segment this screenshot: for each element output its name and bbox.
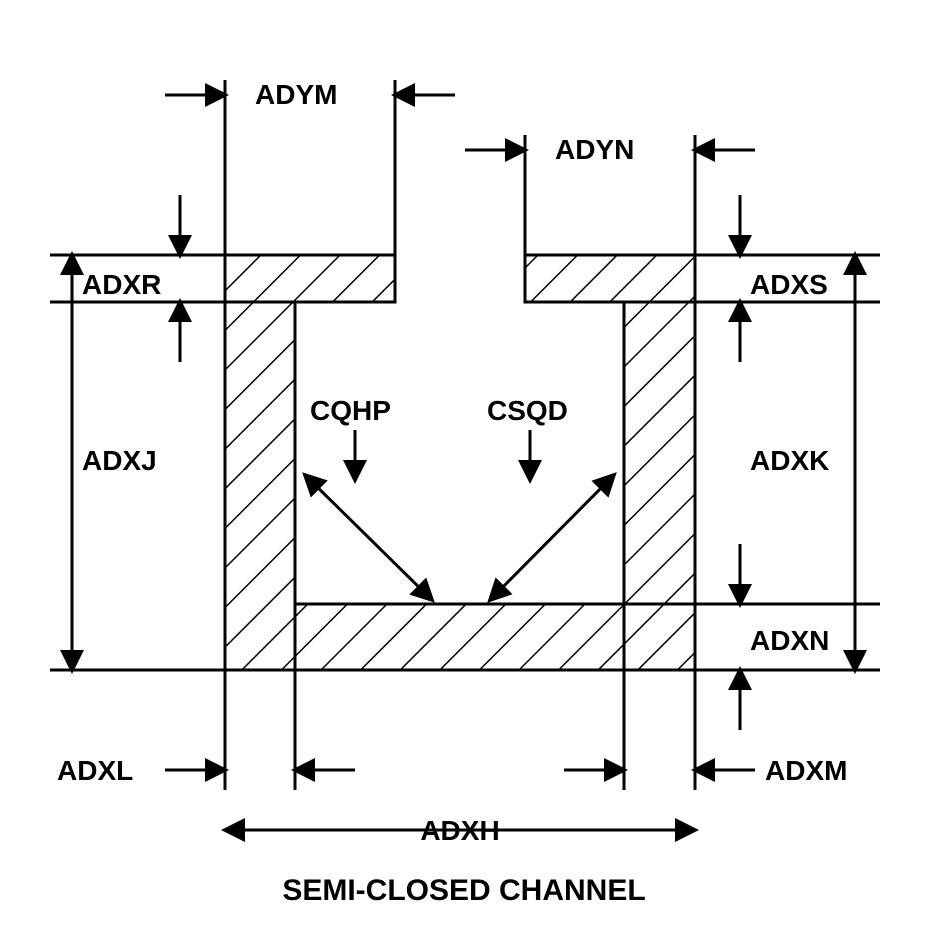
label-adym: ADYM [255, 79, 337, 110]
label-adxh: ADXH [420, 815, 499, 846]
label-csqd: CSQD [487, 395, 568, 426]
label-adxn: ADXN [750, 625, 829, 656]
label-adyn: ADYN [555, 134, 634, 165]
label-adxj: ADXJ [82, 445, 157, 476]
label-adxk: ADXK [750, 445, 829, 476]
dimension-labels: ADYM ADYN ADXR ADXS ADXJ ADXK ADXN ADXL … [57, 79, 847, 846]
engineering-drawing: ADYM ADYN ADXR ADXS ADXJ ADXK ADXN ADXL … [0, 0, 928, 928]
label-cqhp: CQHP [310, 395, 391, 426]
label-adxr: ADXR [82, 269, 161, 300]
dimension-arrows [72, 95, 855, 830]
label-adxs: ADXS [750, 269, 828, 300]
label-adxm: ADXM [765, 755, 847, 786]
extension-lines [50, 80, 880, 790]
label-adxl: ADXL [57, 755, 133, 786]
drawing-title: SEMI-CLOSED CHANNEL [282, 874, 645, 907]
